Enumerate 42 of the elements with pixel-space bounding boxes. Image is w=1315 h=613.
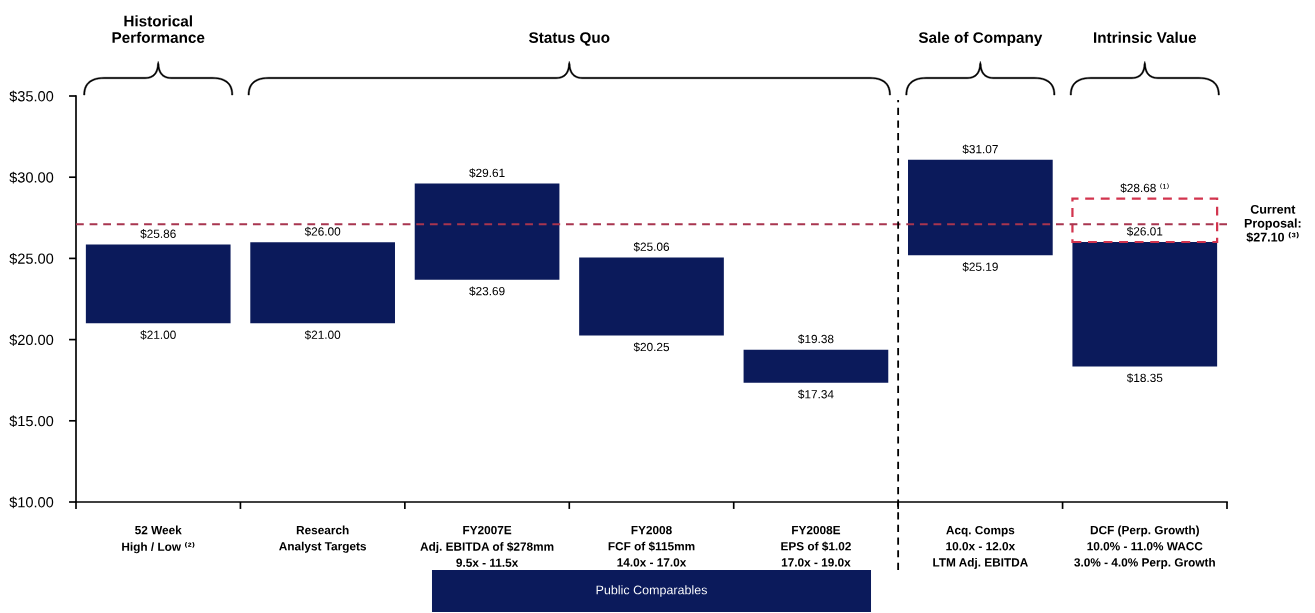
y-tick-label: $20.00	[9, 334, 54, 346]
annotation: $19.38	[798, 334, 834, 344]
x-tick-label: Research Analyst Targets	[279, 525, 367, 553]
annotation: $25.86	[140, 229, 176, 239]
bar	[1071, 197, 1219, 244]
text: Historical Performance	[112, 15, 205, 43]
bar	[908, 159, 1053, 256]
y-tick-label: $15.00	[9, 415, 54, 428]
text: Status Quo	[528, 32, 610, 46]
annotation: $26.01	[1126, 226, 1163, 237]
annotation: $25.06	[633, 242, 670, 252]
annotation: $17.34	[798, 389, 834, 400]
text: Public Comparables	[596, 585, 707, 597]
annotation: $25.19	[962, 262, 998, 272]
y-tick-label: $10.00	[9, 496, 54, 509]
x-tick-label: Acq. Comps 10.0x - 12.0x LTM Adj. EBITDA	[933, 525, 1028, 569]
x-tick-label: 52 Week High / Low ⁽²⁾	[122, 525, 195, 554]
ref-line-label: Current Proposal: $27.10 ⁽³⁾	[1244, 204, 1301, 243]
x-tick-label: FY2008 FCF of $115mm 14.0x - 17.0x	[608, 525, 695, 567]
bar	[414, 183, 560, 280]
x-tick-label: DCF (Perp. Growth) 10.0% - 11.0% WACC 3.0% - 4.0% Perp. Growth	[1074, 525, 1215, 569]
annotation: $21.00	[304, 330, 341, 340]
y-tick-label: $30.00	[9, 171, 54, 184]
annotation: $26.00	[304, 226, 341, 237]
annotation: $20.25	[633, 342, 670, 352]
annotation: $29.61	[469, 168, 505, 178]
annotation: $31.07	[962, 144, 998, 155]
text: Intrinsic Value	[1094, 31, 1197, 43]
y-tick-label: $35.00	[9, 90, 54, 103]
bar	[1072, 242, 1218, 367]
annotation: $18.35	[1126, 373, 1163, 383]
y-tick-label: $25.00	[9, 252, 54, 265]
annotation: $21.00	[140, 330, 176, 340]
text: Sale of Company	[918, 31, 1043, 46]
bar	[743, 349, 889, 383]
annotation: $28.68 ⁽¹⁾	[1120, 183, 1169, 193]
x-tick-label: FY2008E EPS of $1.02 17.0x - 19.0x	[781, 525, 851, 567]
bar	[579, 257, 724, 336]
bar	[250, 242, 395, 324]
annotation: $23.69	[469, 286, 505, 296]
x-tick-label: FY2007E Adj. EBITDA of $278mm 9.5x - 11.5x	[420, 525, 554, 567]
bar	[85, 244, 231, 324]
